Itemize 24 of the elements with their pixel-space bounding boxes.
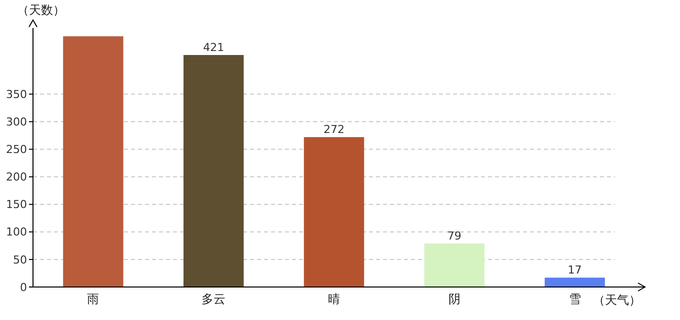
bar — [424, 243, 484, 287]
y-tick-label: 200 — [6, 170, 27, 184]
data-label: 17 — [568, 264, 582, 277]
y-tick-label: 350 — [6, 88, 27, 101]
bar — [304, 137, 364, 287]
y-tick-label: 150 — [6, 198, 27, 212]
y-tick-label: 300 — [6, 116, 27, 129]
x-tick-label: 晴 — [328, 292, 340, 306]
bar — [63, 36, 124, 287]
y-tick-label: 100 — [6, 226, 27, 239]
data-label: 421 — [203, 41, 224, 54]
x-axis-title: （天气） — [593, 293, 641, 307]
y-axis-title: （天数） — [17, 3, 65, 17]
y-tick-label: 250 — [6, 143, 27, 156]
bar — [184, 55, 244, 287]
bar — [544, 278, 605, 287]
data-label: 79 — [447, 229, 462, 242]
x-tick-label: 雪 — [568, 292, 581, 306]
y-tick-label: 50 — [13, 253, 27, 266]
x-tick-label: 阴 — [448, 292, 460, 306]
x-tick-label: 雨 — [87, 292, 100, 306]
y-tick-label: 0 — [20, 280, 27, 294]
data-label: 272 — [324, 123, 344, 136]
x-tick-label: 多云 — [202, 292, 226, 306]
